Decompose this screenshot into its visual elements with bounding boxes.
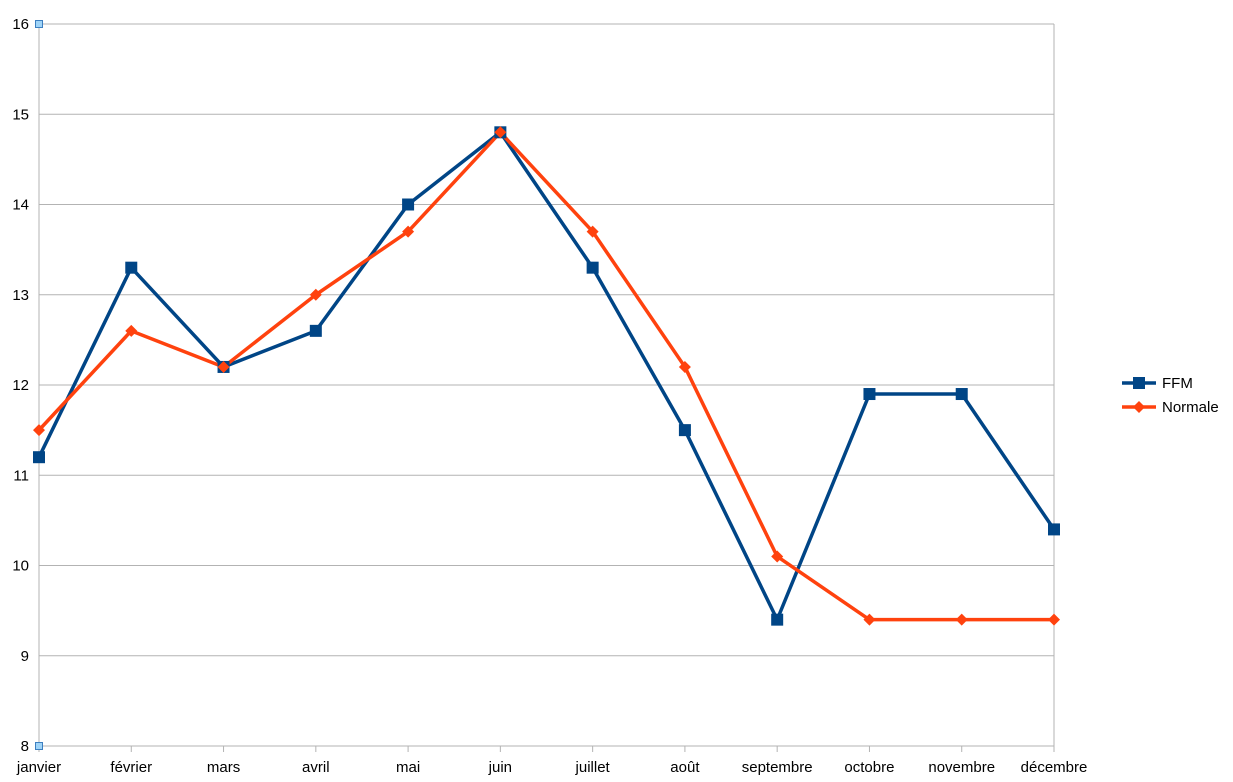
y-tick-label: 9 <box>21 648 29 665</box>
legend-label: Normale <box>1162 399 1219 416</box>
y-tick-label: 14 <box>12 197 29 214</box>
x-tick-label-0: janvier <box>16 759 61 776</box>
axis-handle-bottom[interactable] <box>35 742 43 750</box>
point-ffm-9 <box>863 388 876 401</box>
point-normale-3 <box>309 288 322 301</box>
point-ffm-10 <box>955 388 968 401</box>
point-ffm-0 <box>33 451 45 464</box>
x-tick-label-10: novembre <box>928 759 995 776</box>
axis-handles <box>35 20 43 750</box>
legend-item-ffm: FFM <box>1122 375 1193 392</box>
axes <box>38 24 1055 752</box>
point-normale-1 <box>125 324 138 337</box>
y-tick-label: 15 <box>12 106 29 123</box>
x-tick-label-2: mars <box>207 759 240 776</box>
point-ffm-1 <box>125 261 138 274</box>
x-tick-label-8: septembre <box>742 759 813 776</box>
x-tick-label-4: mai <box>396 759 420 776</box>
y-tick-label: 8 <box>21 738 29 755</box>
point-ffm-7 <box>678 424 691 437</box>
x-tick-label-6: juillet <box>575 759 611 776</box>
point-normale-7 <box>678 360 691 373</box>
y-tick-label: 11 <box>13 467 29 484</box>
y-tick-label: 10 <box>12 558 29 575</box>
point-normale-6 <box>586 225 599 238</box>
series-ffm <box>37 130 1056 622</box>
grid-lines <box>39 23 1054 747</box>
series-line-ffm <box>37 130 1056 622</box>
x-tick-label-5: juin <box>488 759 512 776</box>
point-ffm-6 <box>586 261 599 274</box>
x-tick-label-11: décembre <box>1021 759 1088 776</box>
point-ffm-3 <box>309 324 322 337</box>
point-normale-11 <box>1048 613 1060 626</box>
legend-swatch-marker <box>1133 401 1145 413</box>
x-tick-label-3: avril <box>302 759 330 776</box>
y-tick-label: 16 <box>12 16 29 33</box>
axis-handle-top[interactable] <box>35 20 43 28</box>
point-ffm-8 <box>771 613 784 626</box>
y-tick-labels: 8 9 10 11 12 13 14 15 16 <box>12 16 29 755</box>
x-tick-labels: janvier février mars avril mai juin juillet aoû… <box>16 759 1087 776</box>
legend-item-normale: Normale <box>1122 399 1219 416</box>
point-ffm-11 <box>1048 523 1060 536</box>
x-tick-label-7: août <box>670 759 700 776</box>
series-line-normale <box>37 130 1056 622</box>
series-markers-normale <box>33 126 1060 626</box>
point-normale-8 <box>771 550 784 563</box>
point-normale-9 <box>863 613 876 626</box>
x-tick-label-9: octobre <box>844 759 894 776</box>
series-lines <box>33 126 1060 626</box>
legend-swatch-marker <box>1133 377 1145 389</box>
y-tick-label: 12 <box>12 377 29 394</box>
legend: FFM Normale <box>1122 375 1219 416</box>
point-normale-5 <box>494 126 507 139</box>
point-normale-2 <box>217 360 230 373</box>
legend-label: FFM <box>1162 375 1193 392</box>
point-ffm-4 <box>402 198 415 211</box>
point-normale-10 <box>955 613 968 626</box>
point-normale-4 <box>402 225 415 238</box>
point-normale-0 <box>33 424 45 437</box>
y-tick-label: 13 <box>12 287 29 304</box>
series-normale <box>37 130 1056 622</box>
x-tick-label-1: février <box>110 759 152 776</box>
